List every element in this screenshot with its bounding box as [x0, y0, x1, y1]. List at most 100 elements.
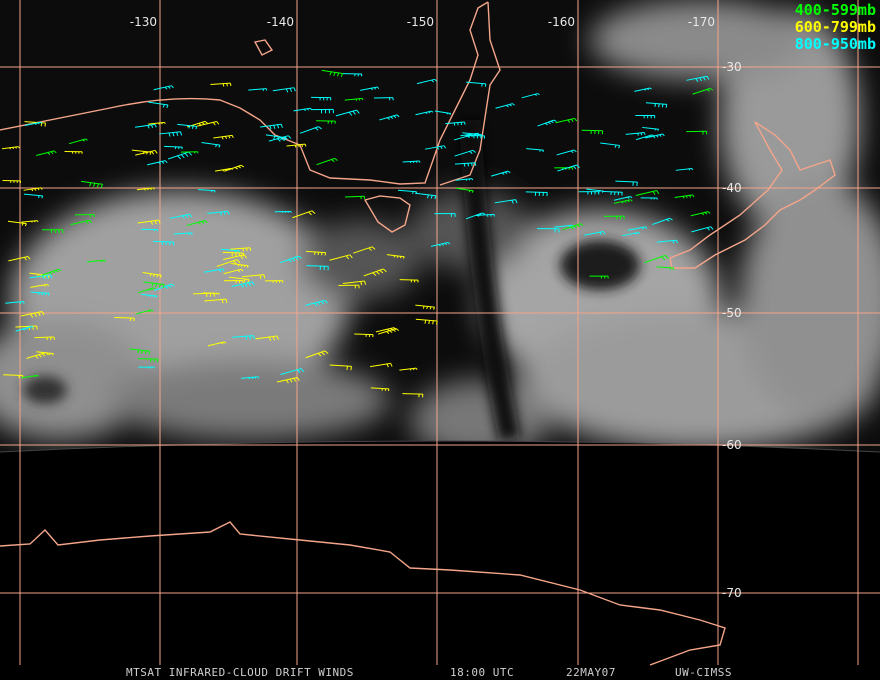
barb-tick	[426, 194, 429, 199]
wind-barb	[402, 160, 421, 164]
barb-tick	[317, 252, 320, 256]
wind-barb	[224, 164, 245, 172]
barb-tick	[537, 93, 540, 96]
wind-barb	[68, 138, 88, 145]
barb-tick	[53, 150, 57, 154]
barb-tick	[276, 136, 279, 140]
barb-tick	[463, 121, 466, 125]
barb-staff	[177, 123, 197, 127]
barb-tick	[621, 201, 624, 204]
wind-barb	[229, 276, 250, 283]
barb-tick	[191, 232, 193, 235]
wind-barb	[557, 164, 580, 172]
wind-barb	[36, 351, 54, 356]
wind-barb	[114, 316, 135, 322]
barb-tick	[273, 125, 276, 129]
barb-tick	[269, 125, 272, 130]
wind-barb	[230, 247, 252, 252]
barb-tick	[24, 257, 27, 261]
barb-tick	[372, 272, 377, 276]
barb-tick	[460, 122, 463, 126]
barb-tick	[31, 188, 34, 192]
barb-tick	[38, 292, 40, 295]
wind-barb	[30, 283, 50, 288]
barb-tick	[651, 134, 655, 137]
barb-tick	[50, 151, 54, 155]
barb-tick	[158, 219, 161, 224]
wind-barb	[210, 82, 232, 87]
barb-tick	[688, 168, 691, 171]
wind-barb	[148, 101, 169, 109]
barb-tick	[27, 256, 31, 260]
barb-staff	[329, 364, 352, 367]
barb-tick	[245, 336, 248, 340]
barb-tick	[297, 369, 301, 374]
latitude-label: -60	[722, 438, 742, 452]
barb-tick	[234, 166, 238, 170]
barb-tick	[93, 183, 96, 187]
wind-barb	[265, 134, 287, 141]
barb-tick	[709, 87, 714, 91]
barb-tick	[283, 137, 287, 141]
barb-tick	[390, 363, 393, 367]
wind-barb	[415, 110, 434, 116]
wind-barb	[152, 240, 175, 246]
barb-tick	[644, 88, 647, 91]
wind-barb	[645, 102, 668, 108]
barb-tick	[321, 351, 325, 356]
barb-tick	[707, 211, 711, 214]
wind-barb	[354, 333, 374, 338]
wind-barb	[634, 87, 652, 92]
barb-tick	[52, 353, 54, 356]
barb-tick	[41, 292, 43, 296]
barb-tick	[669, 217, 673, 221]
barb-tick	[161, 161, 165, 164]
barb-staff	[386, 254, 405, 258]
barb-tick	[216, 121, 220, 125]
barb-tick	[34, 220, 36, 223]
barb-tick	[570, 118, 574, 123]
wind-barb	[147, 160, 168, 166]
barb-tick	[22, 301, 25, 304]
wind-barb	[537, 119, 557, 127]
wind-barb	[201, 141, 221, 148]
barb-tick	[311, 210, 316, 214]
barb-tick	[641, 227, 645, 230]
wind-barb	[424, 145, 447, 150]
barb-tick	[574, 118, 578, 122]
barb-tick	[567, 119, 571, 123]
barb-tick	[534, 93, 537, 96]
barb-tick	[659, 134, 662, 137]
barb-tick	[435, 320, 438, 325]
barb-tick	[643, 132, 646, 136]
barb-tick	[306, 108, 309, 111]
barb-tick	[248, 282, 252, 287]
barb-tick	[154, 124, 157, 128]
barb-tick	[187, 232, 190, 236]
barb-tick	[402, 256, 405, 259]
barb-tick	[35, 355, 39, 359]
barb-tick	[41, 195, 44, 199]
wind-barb	[335, 109, 360, 117]
barb-tick	[240, 264, 243, 268]
wind-barb	[397, 189, 418, 195]
barb-tick	[652, 191, 656, 196]
wind-barb	[159, 131, 183, 137]
wind-barb	[231, 281, 255, 288]
barb-tick	[409, 368, 412, 371]
barb-tick	[147, 125, 150, 129]
barb-staff	[143, 281, 165, 285]
barb-tick	[237, 269, 241, 273]
barb-tick	[230, 167, 233, 170]
wind-barb	[23, 193, 44, 199]
barb-staff	[306, 250, 326, 254]
barb-tick	[661, 103, 664, 108]
barb-tick	[276, 124, 280, 129]
barb-tick	[412, 368, 415, 371]
wind-barb	[586, 188, 604, 193]
barb-tick	[624, 200, 627, 203]
barb-tick	[509, 104, 512, 107]
barb-tick	[30, 313, 34, 318]
wind-barb	[293, 107, 313, 112]
lat-lon-grid	[0, 0, 880, 665]
